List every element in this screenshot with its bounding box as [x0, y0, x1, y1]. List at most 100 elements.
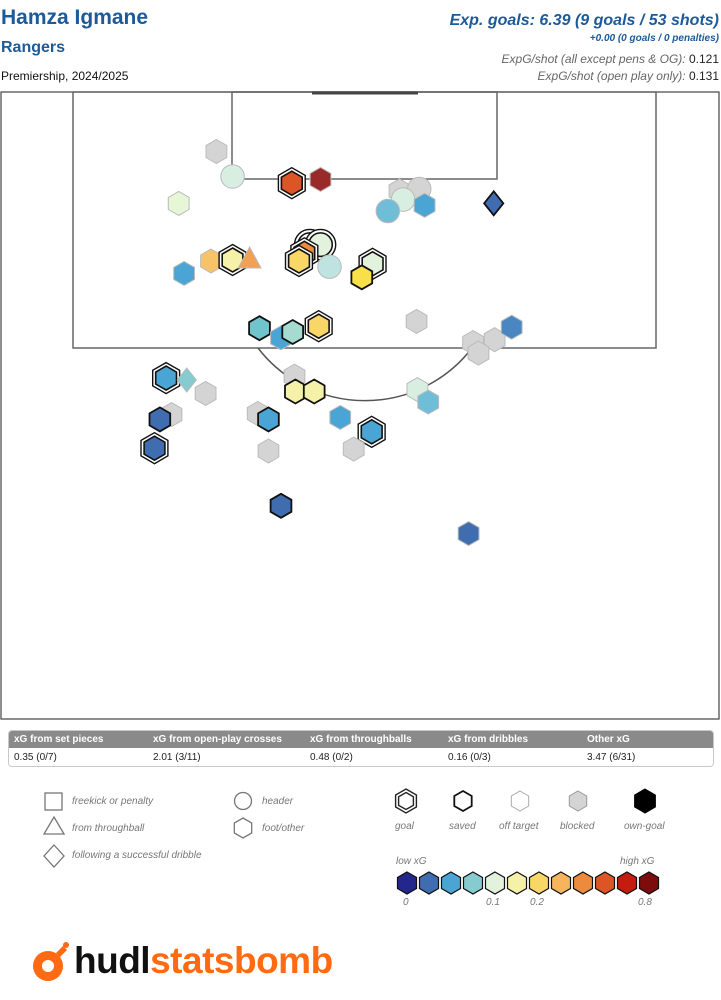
scale-swatch: [594, 871, 616, 895]
scale-swatch: [638, 871, 660, 895]
scale-tick: 0: [403, 897, 409, 908]
xg-per-shot: ExpG/shot (all except pens & OG): 0.121: [502, 52, 719, 66]
shot-marker: [405, 308, 428, 334]
shot-marker: [248, 315, 271, 342]
scale-swatch: [484, 871, 506, 895]
scale-tick: 0.1: [486, 897, 500, 908]
square-icon: [44, 792, 63, 811]
legend: freekick or penalty from throughball fol…: [0, 780, 721, 930]
statsbomb-bomb-icon: [33, 942, 69, 981]
penalty-arc: [257, 347, 473, 402]
legend-hex-icons: [233, 788, 656, 839]
legend-owngoal-icon: [634, 788, 656, 814]
shot-marker: [417, 389, 440, 415]
shot-marker: [221, 247, 244, 273]
circle-icon: [233, 791, 253, 811]
shot-marker: [482, 189, 505, 217]
scale-swatch: [572, 871, 594, 895]
shot-marker: [173, 260, 195, 286]
scale-swatch: [528, 871, 550, 895]
scale-high-label: high xG: [620, 856, 655, 867]
shot-marker: [302, 378, 326, 405]
shot-marker: [269, 492, 293, 519]
shot-marker: [413, 192, 436, 218]
scale-swatch: [506, 871, 528, 895]
shot-marker: [257, 438, 280, 464]
shot-marker: [500, 314, 523, 340]
stats-value-cell: 0.16 (0/3): [448, 752, 491, 763]
scale-swatch: [418, 871, 440, 895]
scale-low-label: low xG: [396, 856, 427, 867]
shot-marker: [143, 435, 166, 462]
legend-goal-inner: [397, 791, 415, 811]
shot-marker: [237, 245, 262, 269]
shot-marker: [350, 264, 374, 291]
player-name: Hamza Igmane: [1, 6, 149, 29]
shot-marker: [154, 365, 178, 392]
stats-value-row: 0.35 (0/7) 2.01 (3/11) 0.48 (0/2) 0.16 (…: [9, 748, 713, 766]
shot-map: [0, 91, 720, 720]
legend-label-freekick: freekick or penalty: [72, 796, 154, 807]
shot-marker: [467, 340, 490, 366]
shot-marker: [205, 138, 228, 165]
legend-label-header: header: [262, 796, 294, 807]
scale-swatch: [616, 871, 638, 895]
shot-marker: [360, 418, 383, 445]
scale-swatch: [550, 871, 572, 895]
scale-swatch: [396, 871, 418, 895]
legend-offtarget-icon: [510, 790, 530, 812]
shot-marker: [309, 166, 332, 192]
legend-saved-icon: [453, 789, 473, 813]
legend-blocked-icon: [568, 790, 588, 812]
xg-color-scale: [396, 871, 660, 895]
shot-marker: [287, 248, 311, 274]
shot-marker: [176, 367, 198, 393]
shot-marker: [329, 404, 352, 430]
competition-season: Premiership, 2024/2025: [1, 69, 129, 83]
xg-penalties: +0.00 (0 goals / 0 penalties): [589, 33, 719, 44]
stats-value-cell: 0.35 (0/7): [14, 752, 57, 763]
legend-label-foot: foot/other: [262, 823, 305, 834]
stats-header-cell: xG from throughballs: [310, 734, 412, 745]
stats-header-row: xG from set pieces xG from open-play cro…: [9, 731, 713, 748]
shot-marker: [457, 521, 480, 547]
xg-per-shot-open-label: ExpG/shot (open play only):: [537, 69, 686, 83]
legend-symbols: [42, 788, 660, 895]
pitch-boundary: [0, 91, 720, 720]
xg-per-shot-value: 0.121: [688, 52, 719, 66]
legend-outcome-goal: goal: [395, 821, 414, 832]
shot-marker: [194, 380, 217, 406]
scale-swatch: [462, 871, 484, 895]
shot-marker: [317, 254, 342, 279]
shot-marker: [148, 406, 172, 433]
stats-value-cell: 2.01 (3/11): [153, 752, 201, 763]
xg-per-shot-label: ExpG/shot (all except pens & OG):: [501, 52, 686, 66]
stats-header-cell: xG from dribbles: [448, 734, 529, 745]
shot-marker: [220, 164, 245, 189]
shot-marker: [281, 318, 305, 346]
shot-marker: [257, 406, 280, 433]
stats-value-cell: 3.47 (6/31): [587, 752, 636, 763]
legend-label-throughball: from throughball: [72, 823, 145, 834]
scale-swatch: [440, 871, 462, 895]
shot-marker: [280, 170, 304, 197]
triangle-icon: [42, 815, 66, 835]
xg-summary: Exp. goals: 6.39 (9 goals / 53 shots): [449, 12, 719, 29]
legend-outcome-saved: saved: [449, 821, 476, 832]
xg-per-shot-open: ExpG/shot (open play only): 0.131: [538, 69, 719, 83]
stats-header-cell: xG from set pieces: [14, 734, 104, 745]
stats-value-cell: 0.48 (0/2): [310, 752, 353, 763]
scale-tick: 0.2: [530, 897, 544, 908]
logo-statsbomb: statsbomb: [150, 940, 333, 981]
logo-wordmark: hudlstatsbomb: [74, 940, 333, 982]
xg-breakdown-table: xG from set pieces xG from open-play cro…: [8, 730, 714, 767]
shot-marker: [284, 378, 307, 405]
legend-foot-icon: [233, 817, 253, 839]
team-name: Rangers: [1, 39, 66, 56]
shot-marker: [375, 198, 401, 224]
shot-marker: [167, 190, 190, 216]
xg-per-shot-open-value: 0.131: [688, 69, 719, 83]
legend-outcome-blocked: blocked: [560, 821, 595, 832]
stats-header-cell: xG from open-play crosses: [153, 734, 282, 745]
shot-marker: [307, 313, 330, 340]
